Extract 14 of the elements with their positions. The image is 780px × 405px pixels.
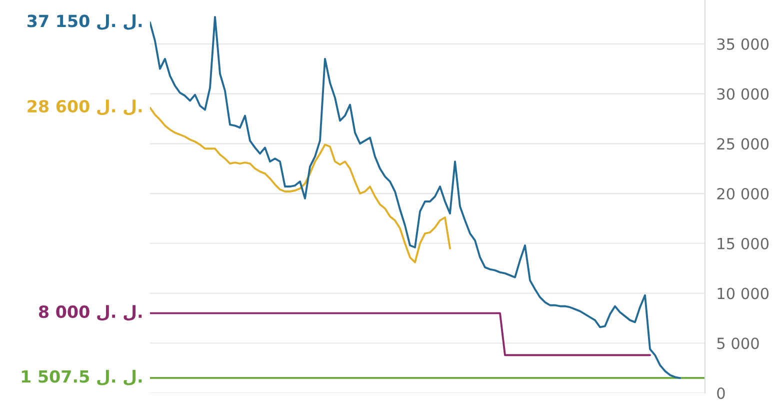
series-label: 28 600 ل. ل. [28,100,142,116]
y-tick-label: 5 000 [717,338,759,350]
y-tick-label: 20 000 [717,188,769,200]
line-series [150,106,451,264]
series-label: 8 000 ل. ل. [38,305,142,320]
y-tick-label: 25 000 [717,138,769,150]
y-tick-label: 10 000 [718,288,769,300]
y-tick-label: 0 [717,387,725,400]
y-tick-label: 15 000 [718,238,769,250]
series-label: 1 507.5 ل. ل. [22,370,142,386]
y-tick-label: 30 000 [717,88,769,100]
y-tick-label: 35 000 [717,38,769,50]
series-label: 37 150 ل. ل. [27,14,142,30]
line-series [150,16,681,380]
